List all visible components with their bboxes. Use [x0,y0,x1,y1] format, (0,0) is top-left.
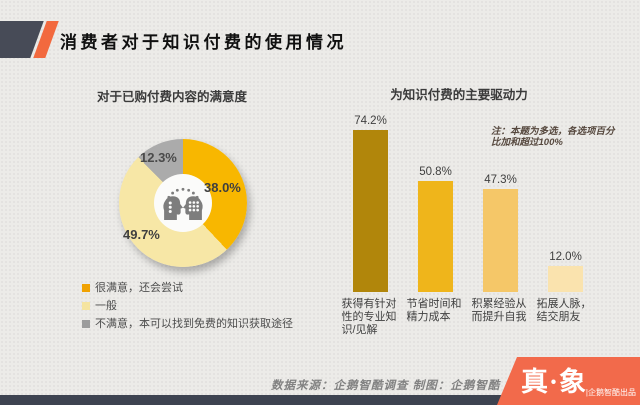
legend-color-marker [82,320,90,328]
bar-value-label: 50.8% [419,166,452,178]
legend-item-label: 很满意，还会尝试 [95,282,183,294]
two-heads-discussion-icon [163,187,203,220]
donut-center [154,174,212,232]
bar-category-label: 节省时间和精力成本 [406,298,462,323]
bar-chart-plot: 74.2% 50.8% 47.3% 12.0% [338,108,600,292]
bottom-dark-bar [0,395,640,405]
brand-banner: 真·象 |企鹅智酷出品 [497,357,640,405]
bar-column: 47.3% [468,108,533,292]
donut-legend: 很满意，还会尝试 一般不满意，本可以找到免费的知识获取途径 [82,283,293,337]
pie-label-average: 49.7% [123,227,160,242]
bar-value-label: 74.2% [354,115,387,127]
bar-chart-note: 注：本题为多选，各选项百分比加和超过100% [491,126,615,148]
pie-label-dissatisfied: 12.3% [140,150,177,165]
legend-color-marker [82,284,90,292]
donut-chart-title: 对于已购付费内容的满意度 [96,90,247,104]
bar-category-label: 拓展人脉，结交朋友 [536,298,592,323]
legend-item-label: 不满意，本可以找到免费的知识获取途径 [95,318,293,330]
bar-value-label: 47.3% [484,174,517,186]
legend-item: 很满意，还会尝试 [82,283,293,294]
legend-item-label: 一般 [95,300,117,312]
bar-value-label: 12.0% [549,251,582,263]
bar-column: 50.8% [403,108,468,292]
bar-category-label: 积累经验从而提升自我 [471,298,527,323]
bar-category-label: 获得有针对性的专业知识/见解 [341,298,397,336]
bar [483,189,518,292]
bar-column: 12.0% [533,108,598,292]
bar [548,266,583,292]
bar [353,130,388,292]
legend-color-marker [82,302,90,310]
bar-chart-title: 为知识付费的主要驱动力 [390,88,528,102]
page-title: 消费者对于知识付费的使用情况 [60,33,347,52]
bar-column: 74.2% [338,108,403,292]
bar-chart-categories: 获得有针对性的专业知识/见解 节省时间和精力成本 积累经验从而提升自我 拓展人脉，结交… [338,298,600,337]
legend-item: 一般 [82,301,293,312]
brand-logo-text: 真·象 [521,367,588,397]
bar [418,181,453,292]
pie-label-satisfied: 38.0% [204,180,241,195]
data-source-text: 数据来源：企鹅智酷调查 制图：企鹅智酷 [271,380,501,392]
legend-item: 不满意，本可以找到免费的知识获取途径 [82,319,293,330]
brand-subtitle: |企鹅智酷出品 [585,388,636,397]
